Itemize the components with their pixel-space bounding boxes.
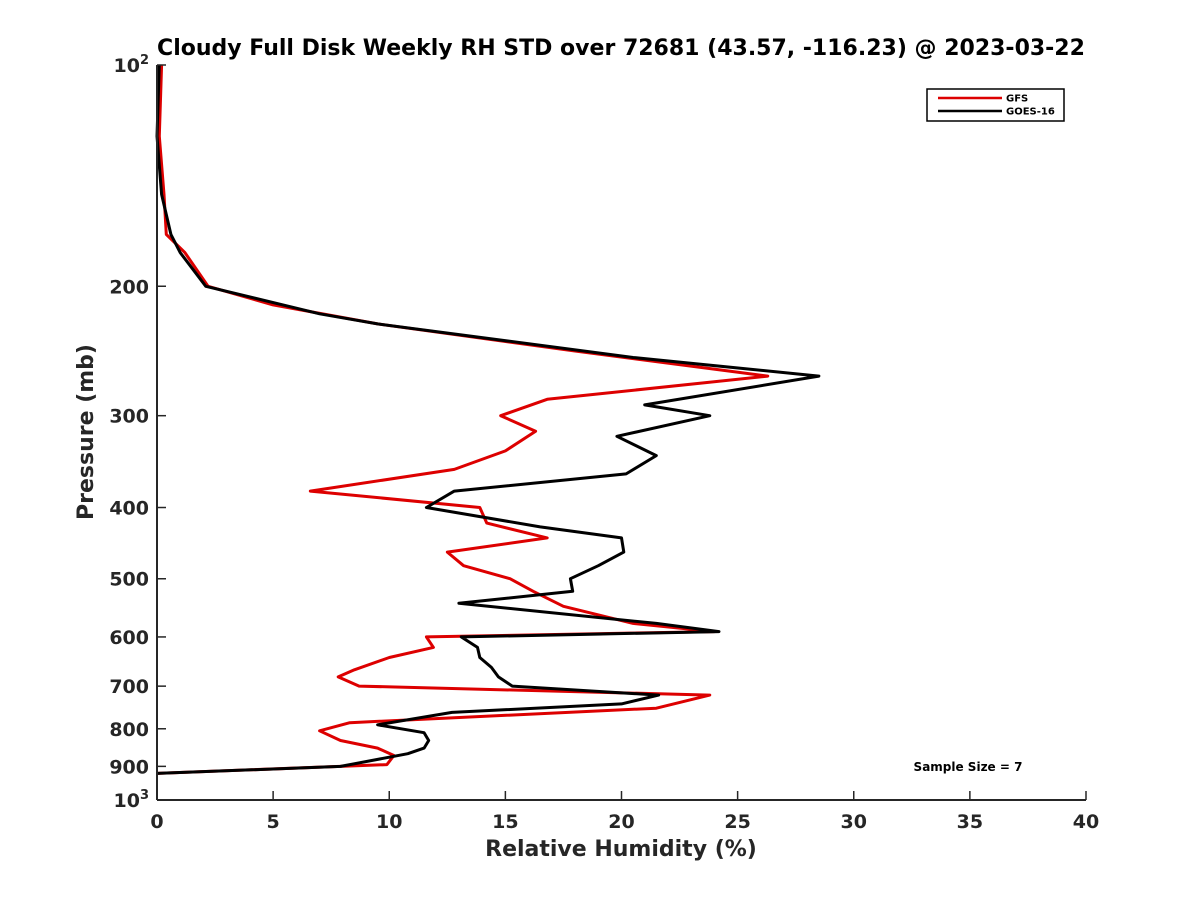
plot-area: 0 5 10 15 20 25 30 35 40 102 200 300 400 500 600 700 80… [109, 53, 1099, 833]
y-tick-label: 500 [109, 569, 149, 591]
x-tick-label: 35 [957, 811, 983, 833]
x-axis-label: Relative Humidity (%) [485, 837, 757, 862]
y-tick-label: 103 [114, 788, 150, 812]
y-tick-label: 700 [109, 676, 149, 698]
x-tick-label: 20 [608, 811, 634, 833]
y-tick-label: 600 [109, 627, 149, 649]
series-line-goes16 [155, 64, 821, 775]
y-tick-label: 400 [109, 498, 149, 520]
series-layer [155, 64, 821, 775]
chart-title: Cloudy Full Disk Weekly RH STD over 7268… [157, 36, 1085, 61]
x-tick-label: 5 [267, 811, 280, 833]
legend-label-goes16: GOES-16 [1006, 107, 1055, 118]
y-axis-label: Pressure (mb) [74, 344, 99, 520]
legend-label-gfs: GFS [1006, 94, 1028, 105]
y-tick-label: 900 [109, 756, 149, 778]
x-tick-label: 25 [724, 811, 750, 833]
y-tick-label: 102 [114, 53, 150, 77]
x-ticks: 0 5 10 15 20 25 30 35 40 [150, 791, 1099, 833]
sample-size-annotation: Sample Size = 7 [914, 760, 1023, 774]
x-tick-label: 10 [376, 811, 402, 833]
x-tick-label: 30 [841, 811, 867, 833]
y-tick-label: 800 [109, 719, 149, 741]
x-tick-label: 40 [1073, 811, 1099, 833]
y-tick-label: 200 [109, 276, 149, 298]
legend-box [926, 88, 1065, 122]
legend: GFS GOES-16 [926, 88, 1065, 122]
x-tick-label: 15 [492, 811, 518, 833]
x-tick-label: 0 [150, 811, 163, 833]
y-ticks: 102 200 300 400 500 600 700 800 900 103 [109, 53, 166, 812]
y-tick-label: 300 [109, 406, 149, 428]
